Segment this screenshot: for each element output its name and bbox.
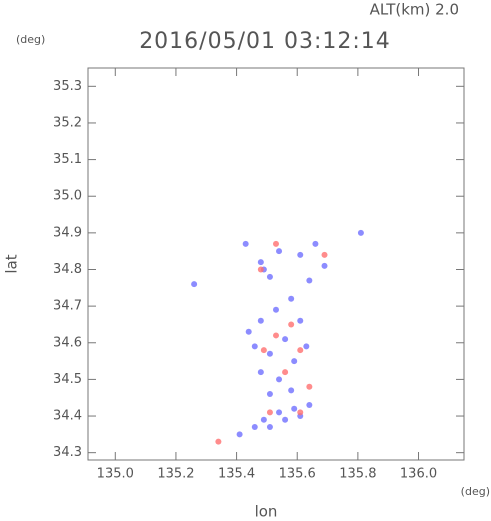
y-tick-label: 34.6 <box>53 335 82 350</box>
y-tick-label: 34.8 <box>53 262 82 277</box>
echo-point <box>273 306 279 313</box>
x-tick-label: 135.4 <box>218 467 255 482</box>
x-tick-label: 135.0 <box>97 467 134 482</box>
echo-point <box>276 248 283 255</box>
echo-point <box>282 369 289 376</box>
echo-point <box>242 240 249 247</box>
echo-point <box>266 350 273 357</box>
x-tick-label: 135.6 <box>279 467 316 482</box>
y-tick-label: 34.5 <box>53 372 82 387</box>
echo-point <box>236 431 243 438</box>
y-unit: (deg) <box>16 33 45 46</box>
echo-point <box>251 424 258 431</box>
y-axis-label: lat <box>3 254 21 273</box>
echo-point <box>306 402 313 409</box>
echo-point <box>321 251 328 258</box>
echo-point <box>266 273 273 280</box>
x-tick-label: 135.2 <box>157 467 194 482</box>
echo-point <box>288 321 295 328</box>
echo-point <box>260 416 267 423</box>
x-tick-label: 135.8 <box>339 467 376 482</box>
echo-point <box>291 405 298 412</box>
echo-point <box>321 262 328 269</box>
y-tick-label: 34.7 <box>53 299 82 314</box>
echo-point <box>273 240 279 247</box>
y-tick-label: 35.2 <box>53 115 82 130</box>
echo-point <box>191 281 198 288</box>
echo-point <box>266 424 273 431</box>
plot-frame <box>87 67 465 461</box>
echo-point <box>273 332 279 339</box>
echo-point <box>257 317 264 324</box>
echo-point <box>288 295 295 302</box>
echo-point <box>282 336 289 343</box>
echo-point <box>245 328 252 335</box>
echo-point <box>257 369 264 376</box>
y-tick-label: 34.4 <box>53 409 82 424</box>
echo-point <box>303 343 310 350</box>
echo-point <box>215 438 222 445</box>
echo-point <box>276 376 283 383</box>
echo-point <box>306 277 313 284</box>
echo-point <box>266 391 273 398</box>
echo-point <box>291 358 298 365</box>
echo-point <box>297 317 304 324</box>
y-tick-label: 35.3 <box>53 79 82 94</box>
echo-point <box>266 409 273 416</box>
echo-point <box>297 251 304 258</box>
echo-point <box>251 343 258 350</box>
chart-title: 2016/05/01 03:12:14 <box>139 29 391 54</box>
echo-point <box>260 347 267 354</box>
echo-point <box>297 409 304 416</box>
echo-point <box>288 387 295 394</box>
echo-point <box>257 259 264 266</box>
altitude-label: ALT(km) 2.0 <box>370 1 459 19</box>
y-tick-label: 35.0 <box>53 189 82 204</box>
x-axis-label: lon <box>255 503 278 521</box>
echo-point <box>282 416 289 423</box>
y-tick-label: 34.9 <box>53 225 82 240</box>
echo-point <box>297 347 304 354</box>
echo-point <box>312 240 319 247</box>
x-unit: (deg) <box>461 485 490 498</box>
echo-point <box>257 266 264 273</box>
y-tick-label: 35.1 <box>53 152 82 167</box>
echo-point <box>276 409 283 416</box>
echo-point <box>357 229 364 236</box>
y-tick-label: 34.3 <box>53 445 82 460</box>
echo-point <box>306 383 313 390</box>
x-tick-label: 136.0 <box>400 467 437 482</box>
